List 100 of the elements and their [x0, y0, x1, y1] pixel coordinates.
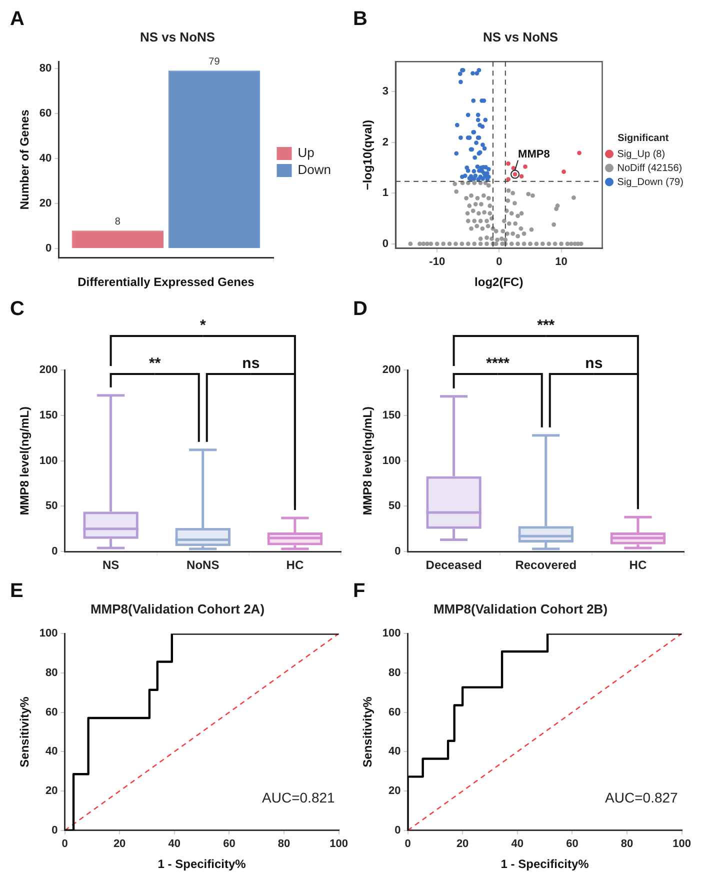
chart-title: NS vs NoNS [482, 29, 558, 44]
legend-label: Sig_Down (79) [617, 176, 684, 188]
x-tick-label: 60 [566, 838, 578, 850]
text: *** [537, 317, 555, 334]
point [562, 170, 566, 174]
point [506, 161, 511, 166]
annotation: MMP8 [518, 148, 550, 160]
chart-title: MMP8(Validation Cohort 2B) [433, 601, 608, 616]
point [471, 98, 476, 103]
point [466, 112, 470, 118]
annotation: AUC=0.821 [262, 789, 336, 806]
y-tick-label: 0 [394, 546, 401, 558]
y-tick-label: 60 [39, 107, 52, 120]
point [460, 174, 464, 180]
y-tick-label: 50 [388, 500, 401, 512]
y-axis-title: Sensitivity% [360, 696, 375, 768]
y-axis-title: MMP8 level(ng/mL) [18, 406, 32, 516]
x-tick-label: NoNS [186, 558, 220, 572]
x-axis-title: Differentially Expressed Genes [78, 275, 255, 290]
point [472, 155, 478, 160]
y-axis-title: MMP8 level(ng/mL) [360, 406, 375, 516]
x-tick-label: Recovered [515, 558, 577, 572]
x-tick-label: 60 [223, 838, 236, 850]
point [486, 167, 491, 172]
text: * [200, 317, 206, 334]
x-axis-title: 1 - Specificity% [158, 857, 246, 872]
annotation: ns [585, 355, 603, 372]
y-axis-title: −log10(qval) [360, 120, 375, 190]
y-tick-label: 100 [39, 628, 58, 640]
x-tick-label: 10 [555, 256, 568, 268]
text: B [353, 8, 368, 31]
y-tick-label: 0 [382, 238, 389, 250]
point [458, 136, 463, 140]
text: F [353, 580, 366, 603]
x-tick-label: NS [102, 558, 120, 572]
y-tick-label: 150 [382, 409, 401, 422]
chart-title: NS vs NoNS [140, 29, 216, 44]
x-tick-label: 20 [456, 838, 469, 850]
y-tick-label: 40 [46, 746, 58, 758]
y-tick-label: 0 [46, 242, 52, 255]
y-tick-label: 1 [382, 187, 389, 200]
point [519, 174, 524, 179]
point [476, 118, 480, 122]
x-tick-label: 80 [278, 838, 290, 850]
y-tick-label: 200 [382, 364, 401, 376]
x-tick-label: 20 [113, 838, 126, 850]
y-tick-label: 3 [382, 86, 389, 98]
y-tick-label: 100 [382, 628, 401, 640]
annotation: AUC=0.827 [605, 789, 678, 806]
point [474, 140, 478, 146]
y-tick-label: 0 [52, 824, 58, 836]
point [480, 124, 485, 129]
point [523, 164, 528, 169]
x-tick-label: 0 [496, 256, 502, 268]
y-tick-label: 40 [39, 152, 52, 165]
y-tick-label: 40 [388, 746, 401, 758]
y-tick-label: 80 [388, 666, 401, 679]
point [466, 168, 470, 173]
y-tick-label: 20 [46, 785, 58, 798]
x-tick-label: 40 [511, 838, 524, 850]
y-tick-label: 20 [388, 785, 401, 798]
y-tick-label: 150 [39, 409, 58, 422]
legend-label: NoDiff (42156) [617, 162, 682, 174]
point [483, 118, 488, 122]
y-tick-label: 60 [388, 706, 401, 718]
y-tick-label: 0 [52, 546, 58, 558]
x-axis-title: 1 - Specificity% [500, 857, 590, 872]
point [458, 72, 462, 76]
y-tick-label: 100 [39, 454, 58, 467]
x-tick-label: 40 [168, 838, 181, 850]
legend-label: Sig_Up (8) [617, 148, 666, 160]
x-tick-label: 80 [620, 838, 634, 850]
point [577, 150, 582, 156]
y-axis-title: Sensitivity% [18, 696, 32, 768]
point [506, 177, 511, 182]
point [470, 71, 475, 76]
point [474, 71, 480, 76]
point [476, 112, 480, 118]
text: A [10, 8, 24, 31]
y-tick-label: 100 [382, 454, 401, 467]
x-tick-label: 100 [330, 838, 348, 850]
annotation: ** [148, 355, 161, 372]
y-axis-title: Number of Genes [18, 109, 32, 210]
point [476, 68, 482, 72]
point [458, 80, 463, 84]
y-tick-label: 20 [39, 198, 52, 210]
text: E [10, 580, 24, 603]
text: C [10, 298, 24, 321]
y-tick-label: 80 [39, 62, 52, 74]
x-tick-label: 100 [672, 838, 692, 850]
data-label: 79 [208, 56, 220, 68]
point [482, 146, 487, 151]
data-label: 8 [114, 216, 121, 228]
x-axis-title: log2(FC) [474, 275, 524, 290]
x-tick-label: 0 [62, 838, 68, 850]
point [454, 151, 459, 156]
x-tick-label: HC [629, 558, 647, 572]
legend-title: Significant [618, 132, 670, 144]
point [476, 177, 481, 182]
y-tick-label: 60 [46, 706, 58, 718]
